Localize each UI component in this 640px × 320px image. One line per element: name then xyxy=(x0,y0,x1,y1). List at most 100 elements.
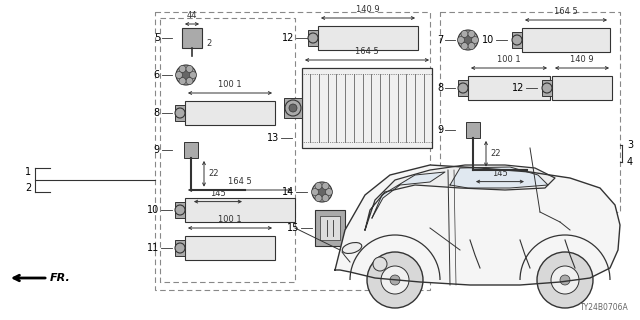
Text: 12: 12 xyxy=(511,83,524,93)
Circle shape xyxy=(472,36,479,44)
Circle shape xyxy=(179,77,186,84)
Text: 100 1: 100 1 xyxy=(218,80,242,89)
Polygon shape xyxy=(372,172,445,218)
Circle shape xyxy=(322,195,329,202)
Text: 164 5: 164 5 xyxy=(554,7,578,16)
Text: 164 5: 164 5 xyxy=(228,177,252,186)
Text: 1: 1 xyxy=(25,167,31,177)
Text: 44: 44 xyxy=(187,11,197,20)
Circle shape xyxy=(463,35,473,45)
Bar xyxy=(185,236,275,260)
Circle shape xyxy=(175,71,182,78)
Circle shape xyxy=(367,252,423,308)
Text: 7: 7 xyxy=(436,35,443,45)
Circle shape xyxy=(458,83,468,93)
Bar xyxy=(468,76,550,100)
Circle shape xyxy=(312,182,332,202)
Circle shape xyxy=(326,188,333,196)
Circle shape xyxy=(468,30,475,37)
Circle shape xyxy=(175,205,185,215)
Bar xyxy=(185,198,295,222)
Bar xyxy=(175,202,185,218)
Bar xyxy=(318,26,418,50)
Text: 9: 9 xyxy=(154,145,160,155)
Circle shape xyxy=(181,70,191,80)
Bar xyxy=(184,142,198,158)
Text: 6: 6 xyxy=(154,70,160,80)
Bar xyxy=(522,28,610,52)
Text: 14: 14 xyxy=(282,187,294,197)
Circle shape xyxy=(315,195,322,202)
Text: 3: 3 xyxy=(627,140,633,150)
Text: FR.: FR. xyxy=(50,273,71,283)
Bar xyxy=(320,216,340,240)
Bar xyxy=(185,101,275,125)
Circle shape xyxy=(373,257,387,271)
Bar xyxy=(466,122,480,138)
Circle shape xyxy=(175,108,185,118)
Text: 100 1: 100 1 xyxy=(497,55,521,64)
Text: 8: 8 xyxy=(154,108,160,118)
Ellipse shape xyxy=(342,243,362,253)
Bar xyxy=(155,12,430,290)
Text: 140 9: 140 9 xyxy=(570,55,594,64)
Circle shape xyxy=(468,43,475,50)
Circle shape xyxy=(189,71,196,78)
Bar xyxy=(175,105,185,121)
Bar xyxy=(308,30,318,46)
Circle shape xyxy=(458,36,465,44)
Circle shape xyxy=(390,275,400,285)
Circle shape xyxy=(176,65,196,85)
Text: 145: 145 xyxy=(492,169,508,178)
Polygon shape xyxy=(450,167,548,188)
Text: 10: 10 xyxy=(147,205,159,215)
Circle shape xyxy=(175,243,185,253)
Bar xyxy=(512,32,522,48)
Bar xyxy=(175,240,185,256)
Text: 4: 4 xyxy=(627,157,633,167)
Polygon shape xyxy=(365,165,555,230)
Text: TY24B0706A: TY24B0706A xyxy=(580,303,628,312)
Text: 140 9: 140 9 xyxy=(356,5,380,14)
Circle shape xyxy=(461,43,468,50)
Circle shape xyxy=(186,77,193,84)
Circle shape xyxy=(542,83,552,93)
Circle shape xyxy=(186,65,193,72)
Circle shape xyxy=(461,30,468,37)
Text: 10: 10 xyxy=(482,35,494,45)
Text: 22: 22 xyxy=(208,169,218,178)
Text: 2: 2 xyxy=(206,38,211,47)
Text: 22: 22 xyxy=(490,149,500,158)
Circle shape xyxy=(179,65,186,72)
Circle shape xyxy=(312,188,319,196)
Text: 15: 15 xyxy=(287,223,299,233)
Text: 145: 145 xyxy=(210,188,226,197)
Circle shape xyxy=(512,35,522,45)
Circle shape xyxy=(458,30,478,50)
Circle shape xyxy=(285,100,301,116)
Circle shape xyxy=(322,182,329,189)
Circle shape xyxy=(289,104,297,112)
Bar xyxy=(542,80,552,96)
Text: 8: 8 xyxy=(437,83,443,93)
Circle shape xyxy=(551,266,579,294)
Bar xyxy=(160,18,295,282)
Text: 100 1: 100 1 xyxy=(218,215,242,224)
Text: 12: 12 xyxy=(282,33,294,43)
Text: 5: 5 xyxy=(154,33,160,43)
Bar xyxy=(284,98,302,118)
Bar xyxy=(440,12,620,212)
Circle shape xyxy=(381,266,409,294)
Text: 11: 11 xyxy=(147,243,159,253)
Circle shape xyxy=(560,275,570,285)
Circle shape xyxy=(537,252,593,308)
Text: 13: 13 xyxy=(267,133,279,143)
Circle shape xyxy=(317,187,327,197)
Circle shape xyxy=(315,182,322,189)
Bar xyxy=(552,76,612,100)
Bar xyxy=(302,68,432,148)
Polygon shape xyxy=(335,165,620,285)
Bar xyxy=(315,210,345,246)
Text: 9: 9 xyxy=(437,125,443,135)
Circle shape xyxy=(308,33,318,43)
